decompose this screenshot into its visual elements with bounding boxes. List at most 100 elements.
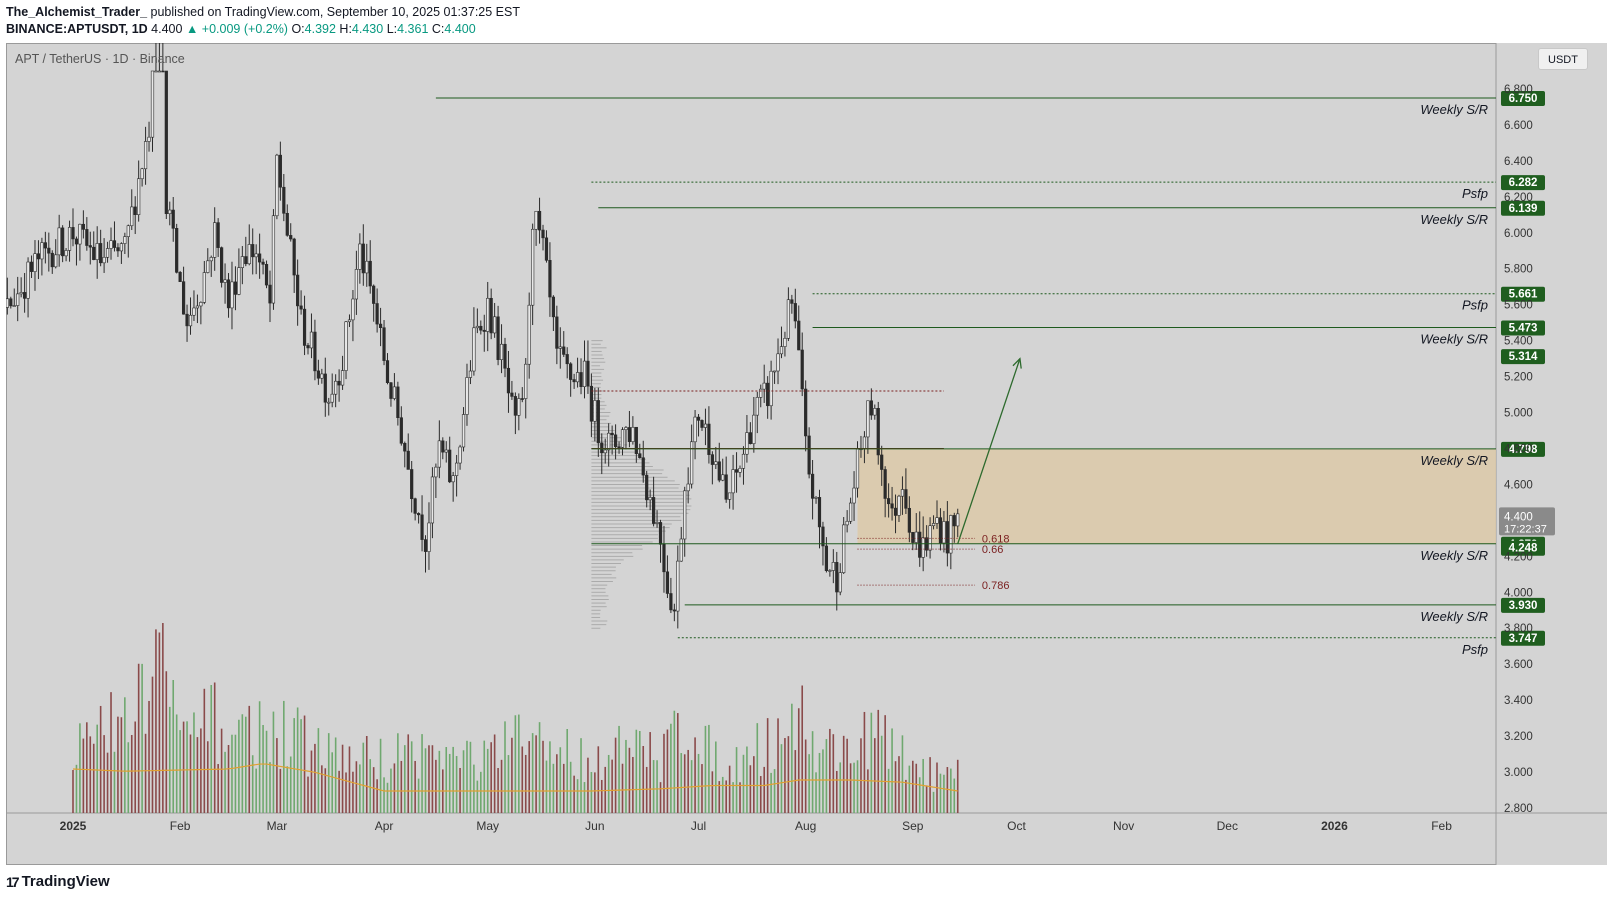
y-tick-label: 5.200	[1504, 372, 1533, 384]
candle	[893, 507, 898, 516]
candle	[385, 360, 390, 383]
candle	[403, 442, 407, 452]
candle	[648, 497, 652, 501]
candle	[54, 254, 58, 268]
candle	[119, 243, 123, 252]
candle	[534, 210, 538, 230]
candle	[171, 209, 175, 229]
candle	[918, 531, 922, 558]
candle	[731, 469, 735, 494]
y-tick-label: 3.000	[1504, 767, 1533, 779]
candle	[282, 186, 286, 214]
candle	[638, 453, 642, 459]
candle	[510, 392, 514, 397]
price-chart[interactable]: Weekly S/R 6.750 Psfp 6.282 Weekly S/R 6.139 P…	[6, 43, 1607, 865]
candle	[714, 461, 718, 465]
candle	[862, 436, 867, 450]
symbol-line: BINANCE:APTUSDT, 1D	[6, 22, 148, 36]
y-tick-label: 6.600	[1504, 120, 1533, 132]
candle	[579, 372, 583, 388]
candle	[195, 305, 200, 309]
candle	[710, 454, 714, 465]
candle	[74, 238, 79, 245]
x-tick-label: Feb	[1431, 819, 1452, 833]
candle	[29, 261, 34, 272]
close-value: 4.400	[444, 22, 476, 36]
candle	[354, 269, 358, 300]
candle	[945, 521, 949, 554]
candle	[524, 363, 528, 399]
candle	[658, 522, 663, 545]
candle	[783, 337, 787, 347]
candle	[645, 474, 649, 501]
currency-button[interactable]: USDT	[1538, 48, 1588, 70]
candle	[289, 235, 293, 240]
candle	[503, 343, 507, 369]
candle	[441, 440, 445, 453]
candle	[247, 244, 251, 265]
candle	[102, 256, 106, 264]
candle	[952, 515, 956, 527]
candle	[582, 360, 587, 388]
tradingview-logo[interactable]: 17 TradingView	[6, 873, 110, 890]
candle	[683, 490, 687, 540]
candle	[734, 469, 739, 473]
candle	[6, 298, 9, 308]
x-tick-label: Nov	[1113, 819, 1134, 833]
candle	[251, 244, 255, 258]
level-price-tag	[1501, 597, 1545, 613]
candle	[472, 327, 476, 372]
candle	[551, 296, 555, 318]
candle	[78, 223, 82, 245]
candle	[299, 305, 303, 310]
candle	[99, 243, 103, 264]
candle	[451, 475, 455, 483]
candle	[517, 398, 521, 416]
level-price-tag	[1501, 286, 1545, 302]
candle	[869, 400, 873, 416]
candle	[890, 503, 894, 509]
candle	[904, 489, 908, 509]
candle	[347, 319, 352, 323]
candle	[652, 497, 656, 524]
candle	[748, 432, 752, 444]
y-tick-label: 3.800	[1504, 623, 1533, 635]
candle	[199, 302, 203, 307]
y-tick-label: 4.000	[1504, 587, 1533, 599]
candle	[493, 316, 497, 334]
candle	[620, 429, 625, 448]
x-tick-label: May	[476, 819, 499, 833]
candle	[586, 360, 590, 387]
candle	[382, 327, 386, 361]
level-price-tag	[1501, 349, 1545, 365]
level-price-label: 3.747	[1509, 633, 1538, 645]
candle	[105, 248, 110, 258]
x-tick-label: Oct	[1007, 819, 1026, 833]
candle	[814, 497, 818, 499]
candle	[880, 454, 884, 470]
candle	[375, 303, 379, 325]
candle	[835, 562, 839, 593]
candle	[900, 489, 905, 497]
candle	[81, 223, 85, 230]
candle	[434, 466, 438, 478]
y-tick-label: 5.000	[1504, 408, 1533, 420]
candle	[226, 279, 231, 309]
candle	[721, 474, 725, 481]
candle	[271, 215, 276, 304]
candle	[396, 386, 400, 418]
level-price-tag	[1501, 540, 1545, 556]
candle	[772, 370, 777, 373]
candle	[842, 524, 846, 573]
candle	[202, 272, 206, 303]
author-name[interactable]: The_Alchemist_Trader_	[6, 5, 148, 19]
candle	[223, 279, 227, 283]
candle	[278, 154, 282, 188]
level-price-label: 5.473	[1509, 323, 1538, 335]
level-annotation: Weekly S/R	[1420, 102, 1488, 117]
candle	[57, 227, 61, 256]
candle	[150, 70, 155, 138]
fib-level-label: 0.786	[982, 580, 1010, 592]
y-tick-label: 6.400	[1504, 156, 1533, 168]
candle	[565, 354, 569, 365]
